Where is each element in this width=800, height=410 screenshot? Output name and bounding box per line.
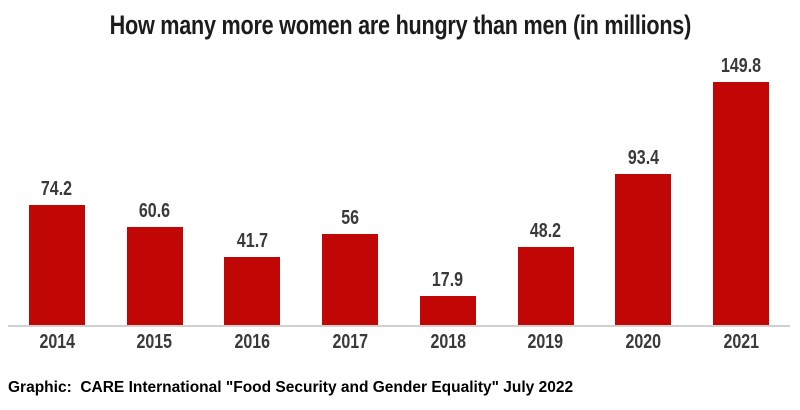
bar-slot-2017: 56 [301,207,399,325]
bar-value-label: 93.4 [627,146,659,169]
bar-value-label: 56 [341,207,360,230]
x-axis-label: 2019 [527,331,564,353]
bar-slot-2020: 93.4 [595,146,693,325]
bar-slot-2019: 48.2 [497,220,595,325]
bar-2015 [126,226,183,325]
x-axis-tick-slot: 2014 [8,331,106,353]
x-axis-tick-slot: 2016 [204,331,302,353]
x-axis-tick-slot: 2019 [497,331,595,353]
x-axis-label: 2018 [430,331,466,353]
x-axis-line [8,325,790,327]
x-axis-tick-slot: 2018 [399,331,497,353]
x-axis-tick-slot: 2017 [301,331,399,353]
bar-2018 [419,296,476,325]
bar-2019 [517,246,574,325]
x-axis-label: 2015 [136,331,173,353]
bar-2021 [713,82,770,325]
x-axis-label: 2016 [234,331,271,353]
bar-slot-2021: 149.8 [692,55,790,325]
x-axis-tick-slot: 2020 [595,331,693,353]
bar-value-label: 17.9 [432,269,464,291]
bar-value-label: 74.2 [41,177,73,200]
x-axis-label: 2014 [39,331,75,353]
bar-value-label: 48.2 [530,219,562,242]
bar-slot-2015: 60.6 [106,200,204,325]
chart-title: How many more women are hungry than men … [0,10,800,41]
bar-value-label: 60.6 [139,199,171,222]
chart-title-text: How many more women are hungry than men … [109,10,691,40]
bar-value-label: 149.8 [721,55,762,77]
bar-slot-2016: 41.7 [204,230,302,325]
bar-2020 [615,173,672,325]
source-caption: Graphic: CARE International "Food Securi… [8,379,574,396]
x-axis-tick-slot: 2021 [692,331,790,353]
bar-2016 [224,257,281,325]
bar-2017 [322,234,379,325]
x-axis-label: 2017 [332,331,368,353]
bar-2014 [28,204,85,325]
bar-value-label: 41.7 [236,230,268,253]
x-axis-labels: 2014 2015 2016 2017 2018 2019 2020 2021 [8,331,790,353]
bar-slot-2018: 17.9 [399,269,497,325]
x-axis-label: 2021 [723,331,759,353]
x-axis-label: 2020 [625,331,662,353]
bar-slot-2014: 74.2 [8,178,106,325]
x-axis-tick-slot: 2015 [106,331,204,353]
plot-area: 74.2 60.6 41.7 56 17.9 48.2 93.4 149.8 [8,0,790,325]
